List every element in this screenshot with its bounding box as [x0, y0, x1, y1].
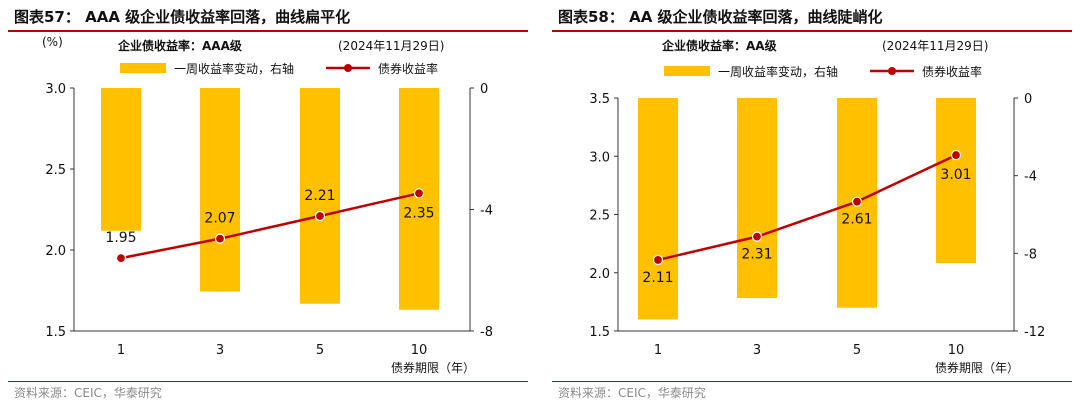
x-axis-title: 债券期限（年）	[935, 360, 1019, 375]
bar-3	[200, 88, 240, 292]
line-point-5	[851, 196, 863, 207]
source-divider	[8, 381, 528, 382]
yield-curve-line	[120, 192, 420, 260]
y-left-tick-label: 1.5	[45, 325, 66, 340]
y-left-tick-label: 3.0	[45, 82, 66, 97]
y-left-tick-label: 2.0	[589, 267, 610, 282]
bar-3	[737, 98, 777, 298]
y-left-tick-label: 2.5	[589, 209, 610, 224]
title-divider	[8, 30, 528, 32]
y-right-tick-label: -4	[1024, 170, 1037, 185]
y-right-tick-label: -8	[1024, 247, 1037, 262]
x-tick-label: 10	[948, 343, 965, 358]
data-label: 2.11	[642, 270, 673, 286]
bar-5	[300, 88, 340, 304]
series-label: 企业债收益率：AAA级	[117, 38, 242, 53]
legend-line-marker	[888, 67, 896, 75]
y-left-tick-label: 2.0	[45, 244, 66, 259]
x-tick-label: 3	[753, 343, 761, 358]
x-tick-label: 10	[411, 343, 428, 358]
bar-10	[936, 98, 976, 264]
y-right-tick-label: 0	[1024, 92, 1032, 107]
legend-bar-swatch	[120, 63, 166, 73]
yield-curve-line	[657, 153, 957, 262]
x-tick-label: 1	[117, 343, 125, 358]
data-label: 2.61	[841, 212, 872, 228]
line-point-3	[214, 233, 226, 244]
x-tick-label: 3	[216, 343, 224, 358]
x-axis-title: 债券期限（年）	[391, 360, 475, 375]
bar-1	[101, 88, 141, 231]
title-divider	[552, 30, 1072, 32]
line-point-1	[115, 253, 127, 264]
chart-panel-aa: 图表58： AA 级企业债收益率回落，曲线陡峭化 企业债收益率：AA级 (2024…	[552, 0, 1072, 411]
line-point-1	[652, 254, 664, 266]
chart-aa: 企业债收益率：AA级 (2024年11月29日) 一周收益率变动，右轴 债券收益率 3.…	[589, 38, 1045, 375]
legend-bar-swatch	[664, 66, 710, 76]
data-label: 2.21	[304, 188, 335, 204]
y-right-tick-label: -4	[480, 204, 493, 219]
y-left-tick-label: 1.5	[589, 325, 610, 340]
legend-bar-label: 一周收益率变动，右轴	[718, 64, 838, 79]
bar-1	[638, 98, 678, 320]
y-left-tick-label: 2.5	[45, 163, 66, 178]
line-point-5	[314, 210, 326, 222]
chart-title: 图表58： AA 级企业债收益率回落，曲线陡峭化	[558, 8, 883, 26]
y-right-tick-label: 0	[480, 82, 488, 97]
chart-aaa: (%) 企业债收益率：AAA级 (2024年11月29日) 一周收益率变动，右轴 债券收…	[42, 35, 493, 375]
y-left-tick-label: 3.0	[589, 150, 610, 165]
legend-line-label: 债券收益率	[378, 61, 438, 76]
series-label: 企业债收益率：AA级	[661, 38, 777, 53]
source-note: 资料来源：CEIC，华泰研究	[14, 386, 162, 400]
bar-10	[399, 88, 439, 310]
legend-line-marker	[344, 64, 352, 72]
chart-panel-aaa: 图表57： AAA 级企业债收益率回落，曲线扁平化 (%) 企业债收益率：AAA级…	[8, 0, 528, 411]
data-label: 3.01	[940, 167, 971, 183]
y-axis-unit: (%)	[42, 35, 63, 49]
line-point-10	[950, 149, 962, 161]
y-right-tick-label: -8	[480, 325, 493, 340]
source-divider	[552, 381, 1072, 382]
source-note: 资料来源：CEIC，华泰研究	[558, 386, 706, 400]
date-label: (2024年11月29日)	[882, 39, 988, 53]
data-label: 2.35	[403, 205, 434, 221]
y-left-tick-label: 3.5	[589, 92, 610, 107]
x-tick-label: 5	[853, 343, 861, 358]
x-tick-label: 1	[654, 343, 662, 358]
date-label: (2024年11月29日)	[338, 39, 444, 53]
line-point-10	[413, 188, 425, 199]
chart-title: 图表57： AAA 级企业债收益率回落，曲线扁平化	[14, 8, 351, 26]
legend-bar-label: 一周收益率变动，右轴	[174, 61, 294, 76]
data-label: 2.07	[204, 211, 235, 227]
legend-line-label: 债券收益率	[922, 64, 982, 79]
y-right-tick-label: -12	[1024, 325, 1045, 340]
data-label: 2.31	[741, 247, 772, 263]
data-label: 1.95	[105, 230, 136, 246]
x-tick-label: 5	[316, 343, 324, 358]
line-point-3	[751, 231, 763, 242]
